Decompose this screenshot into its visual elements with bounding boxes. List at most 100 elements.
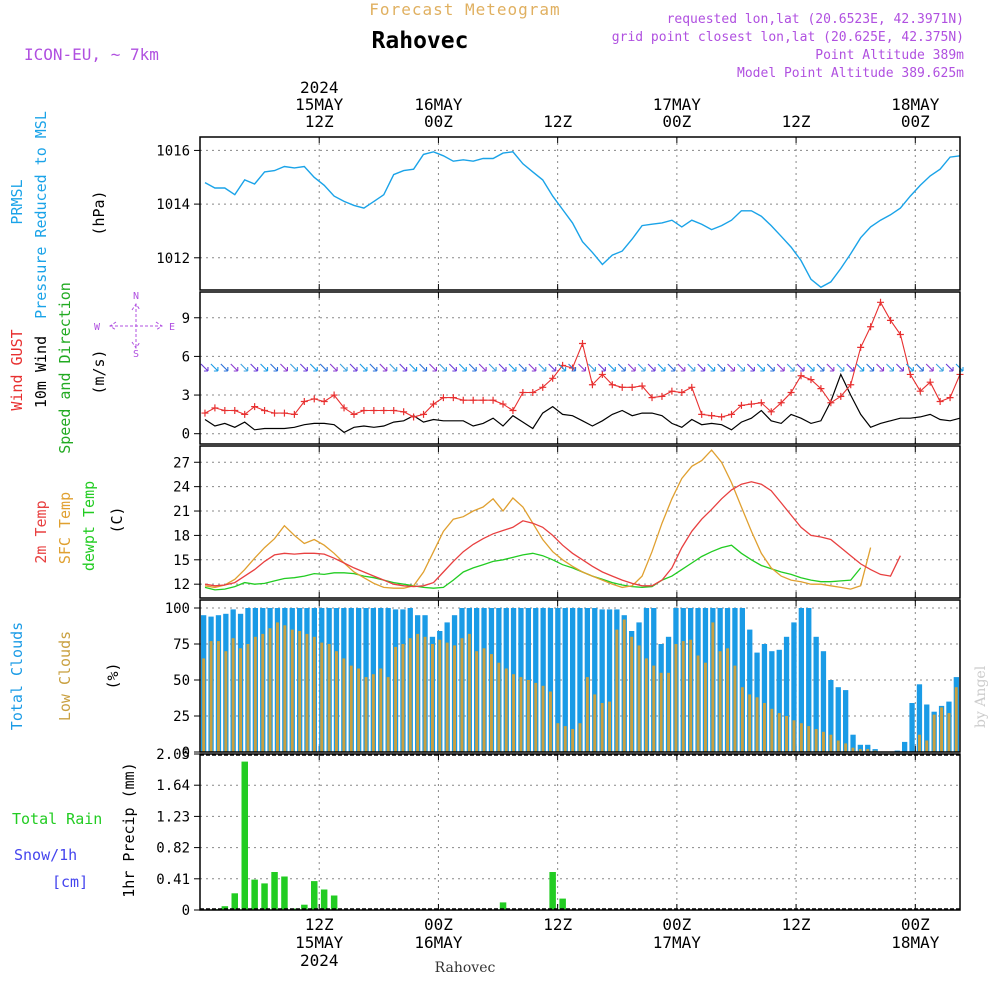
pressure-label-short: PRMSL [8,179,26,224]
low-cloud-bar [202,658,206,752]
wind-direction-arrow [588,363,596,372]
total-cloud-bar [857,744,863,752]
wind-direction-arrow [607,363,616,372]
panel-frame [199,753,961,911]
wind-direction-arrow [230,363,239,372]
wind-direction-arrow [369,363,378,372]
rain-bar [301,904,308,910]
wind-direction-arrow [200,363,209,372]
gust-marker [280,409,288,417]
wind-direction-arrow [379,363,388,372]
gust-marker [817,385,825,393]
gust-marker [310,395,318,403]
y-tick-label: 25 [173,709,190,725]
y-tick-label: 27 [173,455,190,471]
low-cloud-bar [792,720,796,752]
low-cloud-bar [519,677,523,752]
total-cloud-bar [909,703,915,752]
top-time-label: 18MAY [891,95,940,114]
gust-marker [747,400,755,408]
gust-marker [896,331,904,339]
y-tick-label: 2.05 [156,747,190,763]
low-cloud-bar [593,694,597,752]
y-tick-label: 0.41 [156,872,190,888]
y-tick-label: 12 [173,577,190,593]
top-time-label: 16MAY [414,95,463,114]
temp-unit: (C) [108,506,126,533]
gust-marker [718,413,726,421]
rain-bar [281,876,288,910]
total-cloud-bar [747,629,753,752]
low-cloud-bar [652,665,656,752]
wind-direction-arrow [826,363,835,372]
wind-direction-arrow [289,363,298,372]
low-cloud-bar [312,636,316,752]
low-cloud-bar [947,713,951,752]
gust-marker [936,397,944,405]
low-cloud-bar [799,723,803,752]
low-cloud-bar [696,655,700,752]
low-cloud-bar [298,631,302,752]
panel-frame [199,136,961,291]
low-cloud-bar [482,648,486,752]
low-cloud-bar [858,749,862,752]
wind-direction-arrow [786,363,795,372]
wind-direction-arrow [925,363,934,372]
low-cloud-bar [438,639,442,752]
wind-direction-arrow [677,363,686,372]
gust-marker [628,383,636,391]
top-time-label: 15MAY [295,95,344,114]
wind-direction-arrow [816,363,825,372]
bottom-time-label: 16MAY [414,933,463,952]
low-cloud-bar [320,642,324,752]
bottom-time-label: 12Z [543,915,572,934]
wind-direction-arrow [876,363,885,372]
low-cloud-bar [674,644,678,752]
gust-marker [787,388,795,396]
gust-marker [728,410,736,418]
dewpt-line [204,544,862,591]
total-cloud-bar [606,609,613,752]
y-tick-label: 0 [182,427,190,443]
total-cloud-bar [783,636,790,752]
low-cloud-bar [571,729,575,752]
low-cloud-bar [534,682,538,752]
y-tick-label: 1014 [156,197,190,213]
low-cloud-bar [925,740,929,752]
low-cloud-bar [866,749,870,752]
gust-marker [668,387,676,395]
top-time-label: 12Z [543,112,572,131]
bottom-time-label: 17MAY [653,933,702,952]
gust-marker [906,370,914,378]
y-tick-label: 1.23 [156,809,190,825]
wind-direction-arrow [687,363,696,372]
low-cloud-bar [733,665,737,752]
rain-bar [261,883,268,910]
gust-marker [479,396,487,404]
wind-direction-arrow [856,363,865,372]
gust-marker [201,409,209,417]
top-time-label: 12Z [305,112,334,131]
y-tick-label: 1.64 [156,778,190,794]
sfc-temp-label: SFC Temp [56,492,74,564]
low-cloud-bar [600,703,604,752]
low-cloud-bar [423,636,427,752]
wind-direction-arrow [409,363,418,372]
gust-marker [519,388,527,396]
low-cloud-bar [401,644,405,752]
watermark: by Angel [973,665,989,728]
total-cloud-bar [776,649,782,752]
clouds-unit: (%) [104,662,122,689]
wind-direction-arrow [349,363,358,372]
low-cloud-bar [940,707,943,752]
requested-coords: requested lon,lat (20.6523E, 42.3971N) [667,12,964,27]
gust-marker [578,340,586,348]
point-altitude: Point Altitude 389m [815,48,964,63]
low-cloud-bar [836,740,840,752]
total-cloud-bar [924,704,930,752]
y-tick-label: 100 [165,601,190,617]
rain-bar [330,895,338,910]
total-cloud-bar [902,741,908,752]
gust-marker [807,376,815,384]
low-cloud-bar [253,636,257,752]
